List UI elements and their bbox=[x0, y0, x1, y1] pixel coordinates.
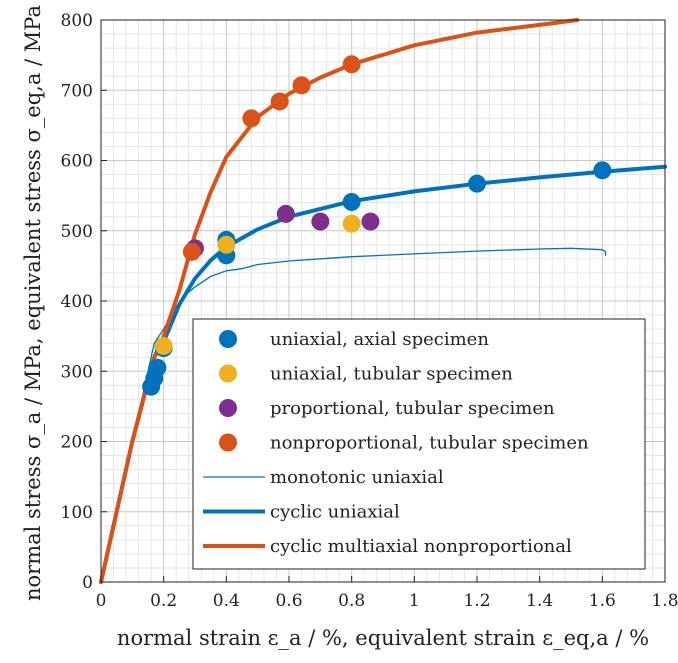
y-tick-label: 700 bbox=[61, 81, 93, 101]
y-tick-label: 400 bbox=[61, 292, 93, 312]
legend-marker-nonproportional-tubular-specimen bbox=[219, 433, 237, 452]
x-axis-label: normal strain ε_a / %, equivalent strain… bbox=[117, 626, 649, 650]
y-axis-label: normal stress σ_a / MPa, equivalent stre… bbox=[21, 5, 45, 601]
x-tick-label: 1.6 bbox=[589, 591, 616, 611]
point-nonproportional-tubular-specimen bbox=[182, 242, 201, 261]
legend-label-uniaxial-axial-specimen: uniaxial, axial specimen bbox=[270, 329, 489, 350]
x-tick-label: 1.8 bbox=[651, 591, 678, 611]
x-tick-label: 0 bbox=[96, 591, 107, 611]
y-tick-label: 500 bbox=[61, 222, 93, 242]
legend-label-monotonic-uniaxial: monotonic uniaxial bbox=[270, 467, 444, 488]
point-uniaxial-tubular-specimen bbox=[342, 214, 361, 233]
legend-box bbox=[192, 318, 646, 570]
x-tick-label: 0.2 bbox=[150, 591, 177, 611]
point-nonproportional-tubular-specimen bbox=[242, 109, 261, 128]
legend-label-proportional-tubular-specimen: proportional, tubular specimen bbox=[270, 398, 555, 419]
legend-label-nonproportional-tubular-specimen: nonproportional, tubular specimen bbox=[270, 433, 589, 454]
point-uniaxial-axial-specimen bbox=[593, 161, 612, 180]
point-proportional-tubular-specimen bbox=[361, 212, 380, 231]
series-layer bbox=[99, 18, 667, 584]
legend-marker-uniaxial-tubular-specimen bbox=[219, 364, 237, 383]
legend-label-cyclic-uniaxial: cyclic uniaxial bbox=[270, 502, 400, 523]
x-tick-label: 0.4 bbox=[213, 591, 240, 611]
point-uniaxial-axial-specimen bbox=[148, 358, 167, 377]
legend-marker-proportional-tubular-specimen bbox=[219, 399, 237, 417]
legend-label-cyclic-multiaxial-nonproportional: cyclic multiaxial nonproportional bbox=[270, 536, 572, 557]
x-tick-label: 0.6 bbox=[275, 591, 302, 611]
y-tick-label: 300 bbox=[61, 362, 93, 382]
point-proportional-tubular-specimen bbox=[276, 204, 295, 223]
y-tick-label: 800 bbox=[61, 11, 93, 31]
y-tick-label: 200 bbox=[61, 433, 93, 453]
x-tick-label: 1.2 bbox=[463, 591, 490, 611]
point-uniaxial-tubular-specimen bbox=[154, 336, 173, 355]
tick-labels: 0 0.2 0.4 0.6 0.8 1 1.2 1.4 1.6 1.8 0 100 200 300 400 5… bbox=[61, 11, 678, 611]
x-tick-label: 0.8 bbox=[338, 591, 365, 611]
legend-marker-uniaxial-axial-specimen bbox=[219, 330, 237, 348]
point-uniaxial-tubular-specimen bbox=[217, 235, 236, 254]
x-tick-label: 1.4 bbox=[526, 591, 553, 611]
point-nonproportional-tubular-specimen bbox=[270, 92, 289, 111]
legend-label-uniaxial-tubular-specimen: uniaxial, tubular specimen bbox=[270, 364, 513, 385]
point-nonproportional-tubular-specimen bbox=[292, 76, 311, 95]
y-tick-label: 100 bbox=[61, 503, 93, 523]
legend: uniaxial, axial specimen uniaxial, tubula… bbox=[192, 318, 646, 570]
y-tick-label: 600 bbox=[61, 152, 93, 172]
point-uniaxial-axial-specimen bbox=[342, 192, 361, 211]
x-tick-label: 1 bbox=[409, 591, 420, 611]
y-tick-label: 0 bbox=[82, 573, 93, 593]
point-proportional-tubular-specimen bbox=[311, 212, 330, 231]
point-uniaxial-axial-specimen bbox=[468, 174, 486, 193]
point-nonproportional-tubular-specimen bbox=[342, 55, 361, 74]
